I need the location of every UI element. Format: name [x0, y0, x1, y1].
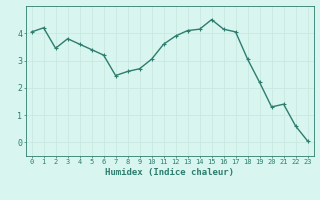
X-axis label: Humidex (Indice chaleur): Humidex (Indice chaleur) — [105, 168, 234, 177]
